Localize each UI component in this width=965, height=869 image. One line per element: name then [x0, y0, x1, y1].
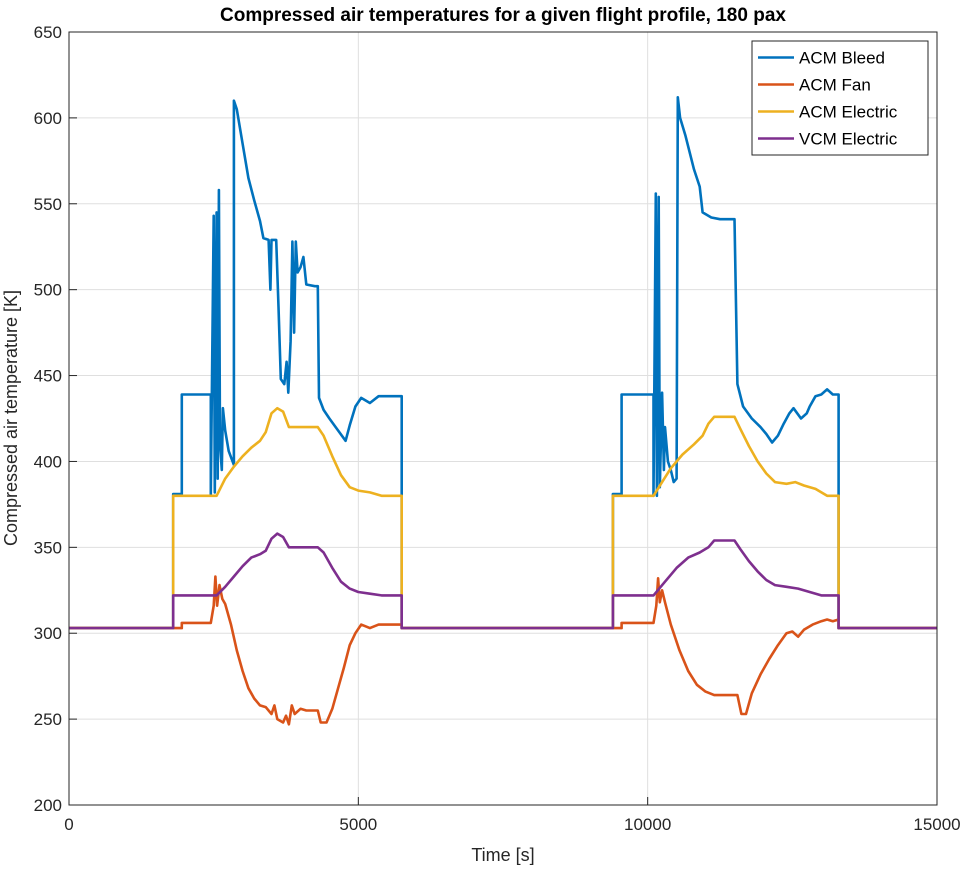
y-tick-label: 550 — [34, 195, 62, 214]
chart-title: Compressed air temperatures for a given … — [220, 5, 786, 26]
legend-label: ACM Fan — [799, 76, 871, 95]
y-axis-label: Compressed air temperature [K] — [1, 290, 21, 546]
plot-frame — [68, 31, 938, 806]
y-tick-label: 450 — [34, 367, 62, 386]
series-line-acm-bleed — [69, 96, 937, 630]
series-group — [69, 96, 937, 726]
series-line-vcm-electric — [69, 532, 937, 630]
y-tick-label: 200 — [34, 796, 62, 815]
legend-box — [751, 40, 929, 156]
legend: ACM Bleed ACM Fan ACM Electric VCM Electric — [751, 40, 929, 156]
y-tick-label: 400 — [34, 452, 62, 471]
series-line-acm-fan — [69, 575, 937, 726]
legend-label: ACM Electric — [799, 103, 898, 122]
y-tick-label: 300 — [34, 624, 62, 643]
x-tick-label: 0 — [64, 815, 73, 834]
legend-label: ACM Bleed — [799, 49, 885, 68]
x-axis-label: Time [s] — [471, 845, 534, 865]
y-tick-label: 250 — [34, 710, 62, 729]
x-tick-label: 15000 — [913, 815, 960, 834]
y-tick-label: 650 — [34, 23, 62, 42]
x-tick-label: 5000 — [339, 815, 377, 834]
ticks: 0 5000 10000 15000 200 250 300 350 400 450 500 550 6… — [34, 23, 961, 834]
y-tick-label: 350 — [34, 538, 62, 557]
x-tick-label: 10000 — [624, 815, 671, 834]
y-tick-label: 600 — [34, 109, 62, 128]
y-tick-label: 500 — [34, 281, 62, 300]
legend-label: VCM Electric — [799, 130, 898, 149]
